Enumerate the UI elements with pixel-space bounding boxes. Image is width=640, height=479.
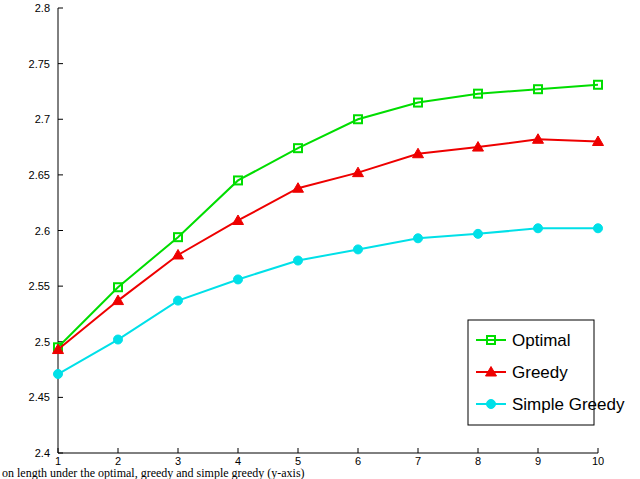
legend-label: Optimal [512, 331, 571, 350]
point [413, 148, 424, 158]
point [354, 245, 363, 254]
point [534, 224, 543, 233]
point [353, 167, 364, 177]
legend-label: Greedy [512, 363, 568, 382]
y-tick [58, 63, 63, 64]
y-tick [58, 453, 63, 454]
point [53, 344, 64, 354]
point [174, 296, 183, 305]
x-tick [598, 448, 599, 453]
x-tick [538, 448, 539, 453]
point [174, 233, 182, 241]
point [474, 90, 482, 98]
point [594, 224, 603, 233]
y-tick-label: 2.4 [35, 447, 50, 459]
point [594, 81, 602, 89]
series [54, 81, 602, 352]
legend-marker [487, 336, 495, 344]
point [114, 283, 122, 291]
point [533, 134, 544, 144]
x-tick-label: 7 [415, 455, 421, 467]
point [113, 295, 124, 305]
point [534, 85, 542, 93]
x-tick [358, 448, 359, 453]
point [414, 234, 423, 243]
x-tick [418, 448, 419, 453]
point [354, 115, 362, 123]
y-tick [58, 174, 63, 175]
point [234, 176, 242, 184]
chart-svg: 2.42.452.52.552.62.652.72.752.8123456789… [0, 0, 640, 479]
caption: on length under the optimal, greedy and … [2, 466, 305, 479]
point [474, 229, 483, 238]
point [473, 142, 484, 152]
point [294, 144, 302, 152]
legend: Optimal Greedy Simple Greedy [468, 320, 625, 425]
y-tick-label: 2.65 [29, 169, 50, 181]
x-axis [58, 453, 598, 454]
x-tick-label: 8 [475, 455, 481, 467]
y-tick [58, 8, 63, 9]
plot-area [53, 81, 604, 379]
series-line [58, 139, 598, 349]
legend-label: Simple Greedy [512, 395, 625, 414]
point [414, 99, 422, 107]
series-line [58, 85, 598, 348]
x-tick-label: 10 [592, 455, 604, 467]
legend-marker [486, 367, 497, 377]
y-tick-label: 2.6 [35, 225, 50, 237]
x-tick [118, 448, 119, 453]
x-tick [238, 448, 239, 453]
x-tick [478, 448, 479, 453]
y-tick-label: 2.8 [35, 2, 50, 14]
y-tick-label: 2.7 [35, 113, 50, 125]
point [173, 249, 184, 259]
point [293, 183, 304, 193]
y-tick-label: 2.45 [29, 391, 50, 403]
y-tick [58, 119, 63, 120]
point [54, 370, 63, 379]
y-tick [58, 230, 63, 231]
point [233, 215, 244, 225]
y-tick-label: 2.75 [29, 58, 50, 70]
x-tick-label: 9 [535, 455, 541, 467]
legend-line [476, 339, 506, 341]
point [593, 136, 604, 146]
point [114, 335, 123, 344]
y-tick [58, 397, 63, 398]
x-tick [298, 448, 299, 453]
point [234, 275, 243, 284]
x-tick [178, 448, 179, 453]
y-tick-label: 2.5 [35, 336, 50, 348]
chart-container: 2.42.452.52.552.62.652.72.752.8123456789… [0, 0, 640, 479]
y-tick [58, 286, 63, 287]
x-tick-label: 6 [355, 455, 361, 467]
point [294, 256, 303, 265]
x-tick [58, 448, 59, 453]
y-tick-label: 2.55 [29, 280, 50, 292]
legend-marker [487, 400, 496, 409]
